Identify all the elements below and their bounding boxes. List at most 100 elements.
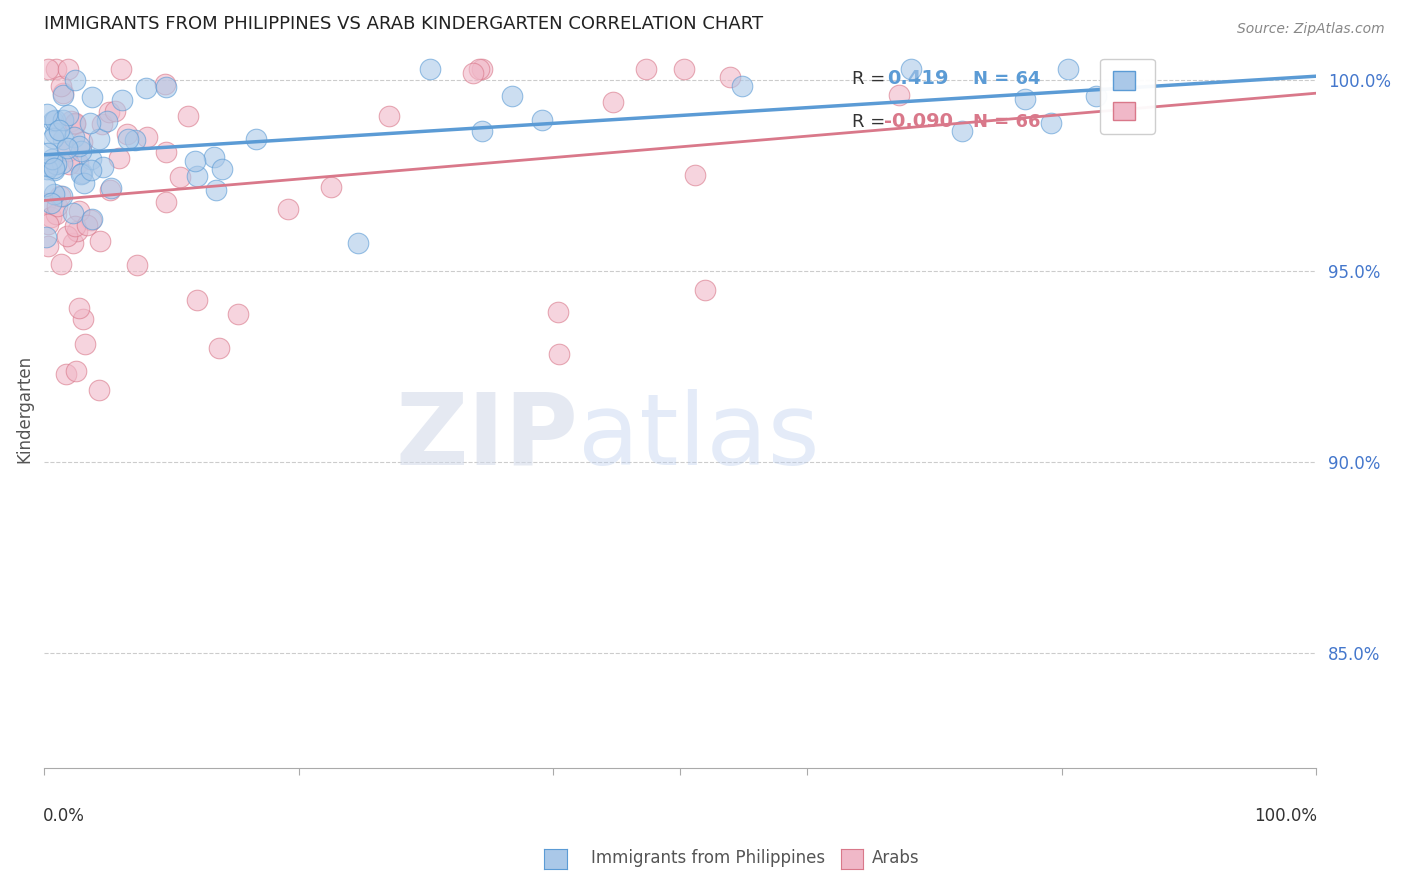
- Point: [117, 131, 139, 145]
- Point: [56, 108, 79, 122]
- Point: [51, 189, 73, 203]
- Point: [80, 213, 103, 227]
- Text: -0.090: -0.090: [884, 112, 953, 131]
- Point: [1085, 88, 1108, 103]
- Point: [56, 144, 79, 158]
- Text: R =: R =: [852, 70, 886, 87]
- Point: [63, 73, 86, 87]
- Point: [49, 78, 72, 93]
- Point: [39, 196, 62, 211]
- Point: [104, 104, 127, 119]
- Point: [72, 311, 94, 326]
- Point: [378, 109, 401, 123]
- Point: [45, 157, 67, 171]
- Point: [67, 203, 90, 218]
- Point: [211, 161, 233, 176]
- Point: [63, 116, 86, 130]
- Point: [115, 127, 138, 141]
- Point: [731, 79, 754, 94]
- Text: 100.0%: 100.0%: [1254, 807, 1317, 825]
- Point: [58, 157, 80, 171]
- Point: [45, 207, 67, 221]
- Point: [80, 163, 103, 178]
- Point: [245, 132, 267, 146]
- Point: [96, 113, 118, 128]
- Point: [37, 238, 59, 252]
- Point: [37, 107, 59, 121]
- Point: [347, 235, 370, 250]
- Point: [67, 156, 90, 170]
- Point: [51, 155, 73, 169]
- Point: [52, 112, 75, 127]
- Point: [55, 368, 77, 382]
- Point: [1056, 62, 1078, 76]
- Point: [153, 77, 176, 91]
- Point: [70, 145, 93, 159]
- Point: [110, 62, 132, 76]
- Point: [226, 307, 249, 321]
- Point: [950, 123, 973, 137]
- Point: [80, 212, 103, 227]
- Point: [62, 129, 84, 144]
- Point: [69, 301, 91, 315]
- Point: [38, 159, 60, 173]
- Point: [155, 195, 177, 210]
- Point: [636, 62, 658, 76]
- Point: [52, 87, 75, 102]
- Point: [51, 257, 73, 271]
- Point: [56, 141, 79, 155]
- Text: R =: R =: [852, 112, 886, 130]
- Point: [76, 218, 98, 232]
- Point: [718, 70, 741, 84]
- Point: [34, 179, 56, 194]
- Point: [91, 160, 114, 174]
- Point: [49, 189, 72, 203]
- Point: [97, 104, 120, 119]
- Point: [548, 346, 571, 360]
- Point: [42, 163, 65, 178]
- Point: [34, 196, 56, 211]
- Point: [186, 169, 208, 183]
- Point: [63, 118, 86, 132]
- Y-axis label: Kindergarten: Kindergarten: [15, 355, 32, 463]
- Text: 0.0%: 0.0%: [42, 807, 84, 825]
- Point: [98, 183, 121, 197]
- Point: [52, 86, 75, 100]
- Text: atlas: atlas: [578, 389, 820, 486]
- Point: [900, 62, 922, 76]
- Text: N = 64: N = 64: [973, 70, 1040, 87]
- Point: [67, 139, 90, 153]
- Point: [79, 152, 101, 166]
- Point: [44, 161, 66, 175]
- Point: [125, 258, 148, 272]
- Point: [35, 162, 58, 177]
- Point: [169, 170, 191, 185]
- Point: [37, 146, 59, 161]
- Text: Immigrants from Philippines: Immigrants from Philippines: [591, 849, 825, 867]
- Point: [73, 336, 96, 351]
- Point: [89, 234, 111, 248]
- Point: [277, 202, 299, 216]
- Point: [204, 150, 226, 164]
- Point: [52, 131, 75, 145]
- Point: [155, 80, 177, 95]
- Point: [208, 341, 231, 355]
- Point: [70, 168, 93, 182]
- Point: [468, 62, 491, 76]
- Text: N = 66: N = 66: [973, 112, 1040, 130]
- Legend: , : ,: [1101, 59, 1154, 134]
- Point: [547, 305, 569, 319]
- Point: [37, 62, 59, 76]
- Point: [79, 116, 101, 130]
- Point: [135, 80, 157, 95]
- Point: [91, 117, 114, 131]
- Point: [177, 109, 200, 123]
- Point: [60, 114, 83, 128]
- Point: [111, 93, 134, 107]
- Point: [45, 62, 67, 76]
- Point: [42, 131, 65, 145]
- Point: [124, 133, 146, 147]
- Point: [889, 88, 911, 103]
- Point: [471, 62, 494, 76]
- Point: [62, 206, 84, 220]
